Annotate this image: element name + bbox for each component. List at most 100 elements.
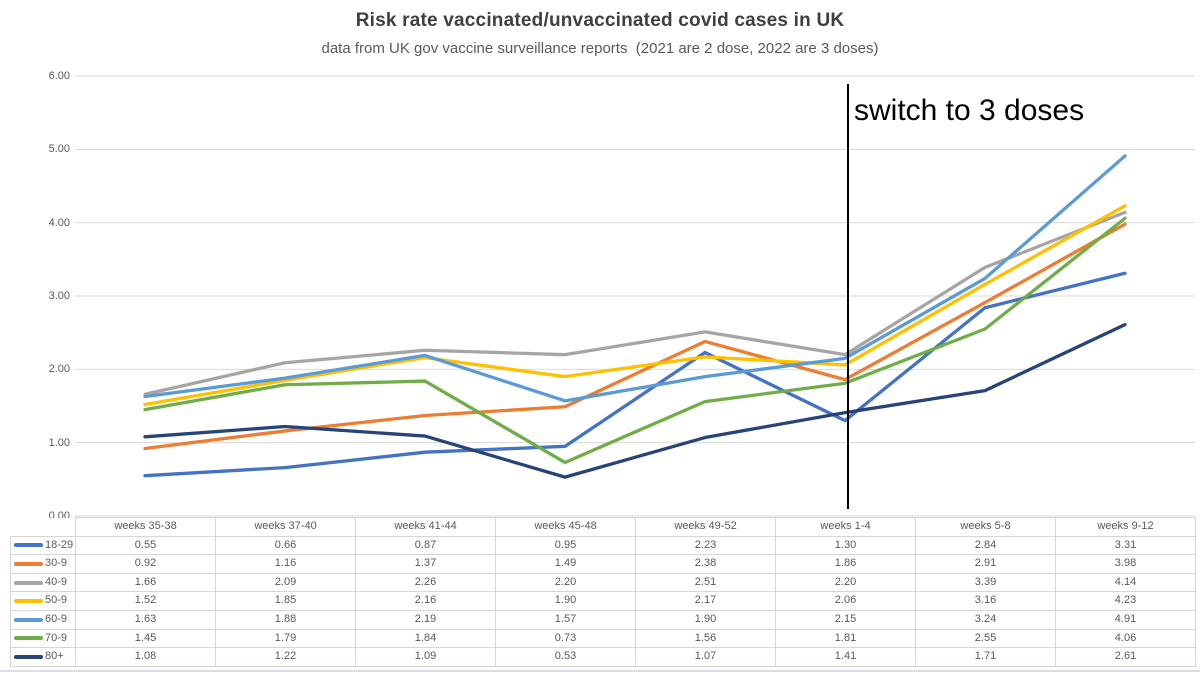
table-cell: 0.66 (215, 535, 356, 556)
series-line-40-9 (143, 210, 1127, 396)
table-cell: 2.15 (775, 609, 916, 630)
series-label: 70-9 (45, 631, 68, 644)
y-axis-tick-label: 3.00 (48, 290, 70, 302)
y-axis-tick-label: 6.00 (48, 70, 70, 82)
y-axis-tick-label: 1.00 (48, 436, 70, 449)
table-row: 50-9 1.52 1.85 2.16 1.90 2.17 2.06 3.16 4.23 (10, 591, 1196, 611)
series-label: 60-9 (45, 612, 68, 625)
table-cell: 4.23 (1055, 591, 1196, 611)
legend-cell: 60-9 (10, 609, 76, 630)
table-cell: 4.14 (1055, 572, 1196, 593)
chart-subtitle: data from UK gov vaccine surveillance re… (321, 40, 879, 57)
table-cell: 1.71 (915, 647, 1056, 667)
table-cell: 1.90 (495, 591, 636, 611)
table-cell: 1.07 (635, 647, 776, 667)
table-header-cell: weeks 9-12 (1055, 517, 1196, 537)
table-cell: 3.31 (1055, 535, 1196, 556)
table-cell: 2.91 (915, 554, 1056, 574)
table-cell: 1.86 (775, 554, 916, 574)
table-cell: 3.98 (1055, 554, 1196, 574)
table-cell: 1.66 (75, 572, 216, 593)
series-line-18-29 (143, 271, 1127, 478)
series-line-80+ (143, 322, 1127, 479)
table-header-cell: weeks 5-8 (915, 517, 1056, 537)
legend-swatch-icon (14, 617, 43, 622)
table-cell: 0.53 (495, 647, 636, 667)
table-cell: 0.95 (495, 535, 636, 556)
legend-swatch-icon (14, 543, 43, 548)
annotation-label: switch to 3 doses (854, 94, 1085, 127)
legend-cell: 40-9 (10, 572, 76, 593)
legend-cell: 50-9 (10, 591, 76, 611)
table-cell: 1.57 (495, 609, 636, 630)
table-cell: 2.20 (775, 572, 916, 593)
table-header-cell: weeks 35-38 (75, 517, 216, 537)
legend-cell: 30-9 (10, 554, 76, 574)
series-label: 80+ (45, 650, 64, 663)
series-label: 18-29 (45, 538, 74, 551)
table-cell: 1.79 (215, 628, 356, 649)
table-cell: 0.55 (75, 535, 216, 556)
table-row: 30-9 0.92 1.16 1.37 1.49 2.38 1.86 2.91 3.98 (10, 554, 1196, 574)
table-header-cell: weeks 37-40 (215, 517, 356, 537)
legend-cell: 70-9 (10, 628, 76, 649)
series-label: 50-9 (45, 594, 68, 607)
table-row: 18-29 0.55 0.66 0.87 0.95 2.23 1.30 2.84 3.31 (10, 535, 1196, 556)
table-corner-blank (10, 517, 76, 537)
legend-swatch-icon (14, 580, 43, 585)
table-cell: 1.08 (75, 647, 216, 667)
table-cell: 4.06 (1055, 628, 1196, 649)
series-line-30-9 (143, 222, 1127, 451)
table-cell: 2.17 (635, 591, 776, 611)
legend-swatch-icon (14, 654, 43, 659)
table-cell: 1.52 (75, 591, 216, 611)
table-header-cell: weeks 49-52 (635, 517, 776, 537)
table-cell: 0.92 (75, 554, 216, 574)
table-cell: 0.87 (355, 535, 496, 556)
table-cell: 1.22 (215, 647, 356, 667)
table-cell: 1.49 (495, 554, 636, 574)
y-axis-tick-label: 4.00 (48, 216, 70, 229)
table-row: 60-9 1.63 1.88 2.19 1.57 1.90 2.15 3.24 4.91 (10, 609, 1196, 630)
legend-swatch-icon (14, 561, 43, 566)
table-row: 70-9 1.45 1.79 1.84 0.73 1.56 1.81 2.55 4.06 (10, 628, 1196, 649)
table-cell: 1.45 (75, 628, 216, 649)
table-cell: 1.81 (775, 628, 916, 649)
table-cell: 2.23 (635, 535, 776, 556)
table-cell: 1.37 (355, 554, 496, 574)
series-line-60-9 (143, 154, 1127, 403)
table-header-cell: weeks 45-48 (495, 517, 636, 537)
y-axis-tick-label: 5.00 (48, 143, 70, 156)
table-cell: 1.30 (775, 535, 916, 556)
series-line-70-9 (143, 216, 1127, 465)
table-cell: 1.56 (635, 628, 776, 649)
legend-cell: 80+ (10, 647, 76, 667)
table-header-row: weeks 35-38 weeks 37-40 weeks 41-44 weeks 4… (10, 517, 1196, 537)
data-table: weeks 35-38 weeks 37-40 weeks 41-44 weeks 4… (10, 517, 1196, 667)
table-cell: 1.88 (215, 609, 356, 630)
table-cell: 2.26 (355, 572, 496, 593)
table-cell: 2.20 (495, 572, 636, 593)
table-cell: 2.61 (1055, 647, 1196, 667)
table-cell: 1.41 (775, 647, 916, 667)
table-cell: 0.73 (495, 628, 636, 649)
series-label: 40-9 (45, 575, 68, 588)
legend-swatch-icon (14, 599, 43, 604)
table-cell: 3.39 (915, 572, 1056, 593)
table-cell: 2.09 (215, 572, 356, 593)
table-cell: 2.06 (775, 591, 916, 611)
table-header-cell: weeks 1-4 (775, 517, 916, 537)
table-cell: 2.51 (635, 572, 776, 593)
table-cell: 1.16 (215, 554, 356, 574)
table-cell: 1.85 (215, 591, 356, 611)
table-cell: 2.55 (915, 628, 1056, 649)
y-axis-tick-label: 2.00 (48, 363, 70, 376)
series-label: 30-9 (45, 557, 68, 570)
table-row: 40-9 1.66 2.09 2.26 2.20 2.51 2.20 3.39 4.14 (10, 572, 1196, 593)
legend-cell: 18-29 (10, 535, 76, 556)
table-header-cell: weeks 41-44 (355, 517, 496, 537)
table-row: 80+ 1.08 1.22 1.09 0.53 1.07 1.41 1.71 2.61 (10, 647, 1196, 667)
table-cell: 2.38 (635, 554, 776, 574)
